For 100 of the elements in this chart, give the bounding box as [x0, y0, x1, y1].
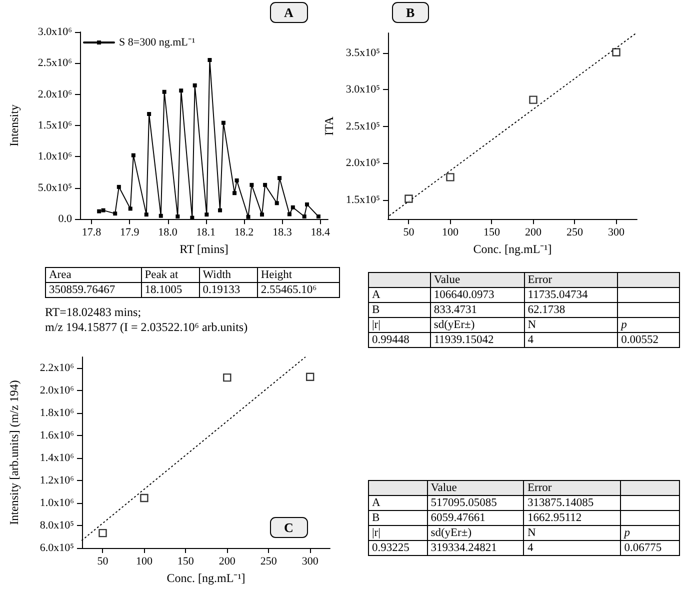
point	[306, 372, 314, 381]
text: Error	[524, 480, 621, 496]
point	[246, 214, 250, 219]
text: m/z 194.15877 (I = 2.03522.10⁶ arb.units)	[45, 320, 248, 335]
point	[113, 212, 118, 216]
text: 833.4731	[430, 302, 524, 318]
point	[179, 88, 184, 93]
text: p	[620, 526, 680, 540]
y-tick-label: 3.0x10⁵	[346, 84, 380, 96]
point	[302, 214, 306, 218]
point	[162, 90, 166, 94]
x-tick-label: 200	[524, 226, 542, 239]
point	[404, 194, 413, 203]
text: Value	[430, 272, 524, 288]
text: Value	[427, 480, 524, 496]
y-tick-label: 5.0x10⁵	[38, 182, 72, 194]
text: sd(yEr±)	[430, 318, 524, 332]
point	[274, 201, 279, 206]
x-tick-label: 250	[260, 556, 278, 568]
x-tick-label: 50	[403, 226, 415, 239]
text: N	[524, 318, 618, 332]
text: N	[524, 526, 621, 540]
point	[446, 173, 454, 182]
y-tick-label: 8.0x10⁵	[40, 520, 74, 532]
point	[128, 206, 132, 211]
y-tick-label: 3.0x10⁶	[38, 26, 72, 38]
y-tick-label: 2.0x10⁵	[346, 157, 380, 170]
point	[147, 112, 152, 116]
text: 517095.05085	[427, 496, 524, 510]
y-tick-label: 1.8x10⁶	[40, 407, 74, 420]
text: A	[368, 496, 428, 510]
x-tick-label: 100	[442, 226, 459, 239]
y-tick-label: 1.5x10⁶	[38, 120, 72, 132]
text: 0.19133	[199, 282, 258, 298]
x-tick-label: 18.1	[196, 226, 216, 239]
text: p	[618, 318, 680, 332]
point	[263, 182, 268, 187]
y-tick-label: 2.5x10⁶	[38, 57, 72, 70]
point	[529, 96, 538, 104]
text: B	[368, 510, 428, 526]
x-tick-label: 18.2	[234, 226, 254, 239]
point	[234, 178, 239, 182]
chart-title: A	[284, 5, 294, 20]
text: Error	[524, 272, 618, 288]
text: 106640.0973	[430, 288, 524, 302]
y-tick-label: 1.5x10⁵	[346, 194, 380, 206]
text: A	[368, 288, 430, 302]
point	[316, 214, 320, 218]
x-tick-label: 300	[608, 226, 625, 239]
text: C	[284, 520, 294, 535]
text: sd(yEr±)	[427, 526, 524, 540]
point	[116, 184, 121, 189]
point	[144, 212, 148, 217]
y-axis-title: ITA	[322, 116, 336, 136]
text: 0.06775	[620, 540, 680, 556]
x-tick-label: 150	[177, 556, 194, 568]
text: Peak at	[141, 268, 200, 282]
text: |r|	[368, 526, 428, 540]
text: RT=18.02483 mins;	[45, 305, 142, 320]
point	[97, 209, 102, 214]
text: Height	[257, 268, 340, 282]
point	[192, 83, 197, 88]
text: B	[368, 302, 430, 318]
point	[290, 205, 295, 210]
text: Area	[46, 268, 142, 282]
point	[278, 176, 282, 180]
text: 18.1005	[141, 282, 200, 298]
point	[131, 153, 136, 158]
x-tick-label: 150	[483, 226, 500, 239]
point	[101, 208, 106, 212]
y-tick-label: 2.0x10⁶	[38, 88, 72, 100]
text: 4	[524, 332, 618, 348]
x-tick-label: 18.3	[272, 226, 292, 239]
text: Width	[199, 268, 258, 282]
y-axis-title: Intensity [arb.units] (m/z 194)	[7, 380, 21, 525]
y-tick-label: 0.0	[58, 213, 72, 226]
x-tick-label: 300	[302, 556, 319, 568]
x-axis-title: RT [mins]	[180, 242, 228, 256]
point	[250, 182, 254, 187]
x-axis-title: Conc. [ng.mL⁻¹]	[473, 242, 552, 256]
point	[204, 212, 209, 217]
point	[158, 214, 163, 218]
y-axis-title: Intensity	[7, 104, 21, 147]
point	[260, 212, 264, 217]
chart-title: B	[406, 5, 415, 20]
text: 6059.47661	[427, 510, 524, 526]
x-tick-label: 50	[97, 556, 109, 568]
x-tick-label: 17.9	[120, 226, 140, 239]
y-tick-label: 2.2x10⁶	[40, 362, 74, 374]
point	[140, 494, 148, 502]
point	[287, 212, 292, 216]
y-tick-label: 1.4x10⁶	[40, 452, 74, 464]
text: |r|	[368, 318, 430, 332]
text: 1662.95112	[524, 510, 621, 526]
text: 319334.24821	[427, 540, 524, 556]
y-tick-label: 2.5x10⁵	[346, 120, 380, 132]
point	[612, 48, 620, 56]
point	[208, 58, 212, 62]
point	[221, 120, 226, 125]
y-tick-label: 3.5x10⁵	[346, 46, 380, 59]
